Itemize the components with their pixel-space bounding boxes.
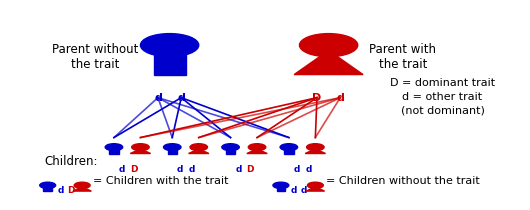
- Circle shape: [273, 182, 289, 189]
- Bar: [43, 185, 52, 191]
- Text: D = dominant trait
d = other trait
(not dominant): D = dominant trait d = other trait (not …: [390, 78, 495, 116]
- Circle shape: [163, 144, 181, 151]
- Polygon shape: [130, 149, 151, 154]
- Polygon shape: [305, 149, 325, 154]
- Text: d: d: [178, 93, 185, 103]
- Text: Parent with
the trait: Parent with the trait: [369, 43, 436, 71]
- Text: = Children without the trait: = Children without the trait: [326, 176, 480, 186]
- Bar: [154, 47, 186, 75]
- Text: d: d: [301, 186, 307, 194]
- Text: d: d: [337, 93, 344, 103]
- Circle shape: [248, 144, 266, 151]
- Polygon shape: [247, 149, 267, 154]
- Bar: [284, 147, 294, 154]
- Bar: [167, 147, 177, 154]
- Bar: [109, 147, 119, 154]
- Text: d: d: [291, 186, 297, 194]
- Circle shape: [74, 182, 90, 189]
- Text: d: d: [294, 165, 300, 173]
- Polygon shape: [189, 149, 209, 154]
- Circle shape: [190, 144, 208, 151]
- Text: D: D: [130, 165, 137, 173]
- Polygon shape: [73, 187, 91, 191]
- Circle shape: [222, 144, 240, 151]
- Text: d: d: [305, 165, 312, 173]
- Circle shape: [132, 144, 149, 151]
- Text: d: d: [235, 165, 242, 173]
- Text: d: d: [154, 93, 162, 103]
- Text: d: d: [189, 165, 195, 173]
- Circle shape: [280, 144, 298, 151]
- Text: d: d: [58, 186, 64, 194]
- Text: d: d: [177, 165, 183, 173]
- Text: Parent without
the trait: Parent without the trait: [52, 43, 138, 71]
- Circle shape: [40, 182, 56, 189]
- Circle shape: [140, 34, 199, 57]
- Text: Children:: Children:: [45, 155, 98, 168]
- Circle shape: [307, 182, 323, 189]
- Text: d: d: [119, 165, 125, 173]
- Text: D: D: [67, 186, 74, 194]
- Bar: [226, 147, 235, 154]
- Polygon shape: [294, 50, 363, 75]
- Circle shape: [299, 34, 358, 57]
- Text: D: D: [246, 165, 254, 173]
- Circle shape: [105, 144, 123, 151]
- Text: D: D: [312, 93, 322, 103]
- Circle shape: [306, 144, 324, 151]
- Bar: [277, 185, 285, 191]
- Polygon shape: [306, 187, 324, 191]
- Text: = Children with the trait: = Children with the trait: [93, 176, 228, 186]
